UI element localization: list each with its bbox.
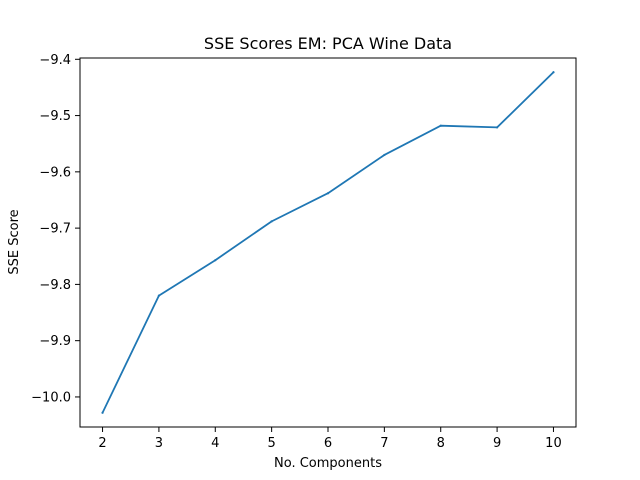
data-point (383, 153, 386, 157)
x-tick-label: 9 (493, 436, 501, 451)
x-tick-label: 2 (98, 436, 106, 451)
y-tick-label: −9.7 (39, 222, 71, 237)
x-tick-label: 7 (380, 436, 388, 451)
y-axis: −10.0 −9.9 −9.8 −9.7 −9.6 −9.5 −9.4 (31, 53, 80, 405)
y-tick-label: −9.4 (39, 53, 71, 68)
y-tick-label: −9.5 (39, 109, 71, 124)
x-tick-label: 10 (545, 436, 562, 451)
x-tick-label: 8 (437, 436, 445, 451)
chart-title: SSE Scores EM: PCA Wine Data (204, 34, 452, 53)
y-tick-label: −9.8 (39, 278, 71, 293)
x-axis-label: No. Components (274, 456, 382, 471)
plot-area (101, 70, 555, 414)
y-tick-label: −9.9 (39, 334, 71, 349)
x-tick-label: 3 (155, 436, 163, 451)
data-point (439, 124, 442, 127)
data-point (552, 71, 555, 74)
x-tick-label: 5 (267, 436, 275, 451)
x-tick-label: 4 (211, 436, 219, 451)
y-tick-label: −9.6 (39, 165, 71, 180)
x-axis: 2 3 4 5 6 7 8 9 10 (98, 427, 562, 451)
data-point (270, 220, 273, 223)
data-point (495, 126, 499, 129)
data-point (326, 192, 330, 195)
y-tick-label: −10.0 (31, 390, 71, 405)
y-axis-label: SSE Score (7, 209, 22, 274)
data-point (157, 294, 161, 297)
x-tick-label: 6 (324, 436, 332, 451)
data-point (214, 259, 217, 262)
data-point (101, 411, 104, 414)
